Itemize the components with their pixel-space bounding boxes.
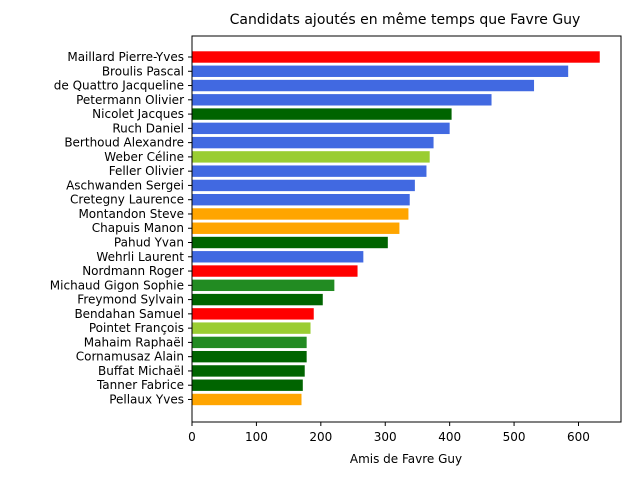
bar [192, 194, 410, 206]
category-label: Pointet François [89, 321, 184, 335]
category-label: Pahud Yvan [114, 236, 184, 250]
bar [192, 108, 452, 120]
bar [192, 322, 311, 334]
bar [192, 222, 400, 234]
category-label: Berthoud Alexandre [64, 136, 184, 150]
category-label: Cornamusaz Alain [76, 350, 184, 364]
x-tick-label: 200 [309, 430, 332, 444]
bar [192, 393, 302, 406]
category-label: Chapuis Manon [92, 221, 184, 235]
category-label: Mahaim Raphaël [84, 335, 184, 349]
category-label: Weber Céline [104, 150, 184, 164]
bar [192, 165, 427, 177]
x-axis-label: Amis de Favre Guy [350, 452, 462, 466]
bar [192, 136, 434, 149]
x-tick-label: 300 [374, 430, 397, 444]
category-label: Pellaux Yves [109, 392, 184, 406]
bar [192, 179, 415, 192]
category-label: Ruch Daniel [112, 121, 184, 135]
bars-layer [192, 51, 600, 406]
bar [192, 308, 314, 320]
bar [192, 336, 307, 349]
x-tick-label: 600 [567, 430, 590, 444]
category-label: Buffat Michaël [98, 364, 184, 378]
category-label: de Quattro Jacqueline [54, 79, 184, 93]
category-label: Nordmann Roger [82, 264, 184, 278]
category-label: Nicolet Jacques [92, 107, 184, 121]
category-label: Wehrli Laurent [96, 250, 184, 264]
bar [192, 265, 358, 277]
bar [192, 151, 430, 163]
x-tick-label: 500 [503, 430, 526, 444]
x-tick-label: 0 [188, 430, 196, 444]
x-tick-label: 400 [438, 430, 461, 444]
category-label: Petermann Olivier [76, 93, 184, 107]
bar [192, 65, 569, 77]
chart-title: Candidats ajoutés en même temps que Favr… [230, 12, 581, 28]
category-label: Broulis Pascal [102, 64, 184, 78]
x-axis-ticks: 0 100 200 300 400 500 600 [188, 422, 590, 444]
x-tick-label: 100 [245, 430, 268, 444]
bar [192, 365, 305, 377]
category-label: Cretegny Laurence [70, 193, 184, 207]
bar [192, 293, 323, 306]
bar [192, 51, 600, 63]
category-label: Tanner Fabrice [96, 378, 184, 392]
plot-frame [191, 35, 622, 423]
bar [192, 279, 335, 292]
category-label: Aschwanden Sergei [66, 178, 184, 192]
bar [192, 79, 535, 92]
category-label: Freymond Sylvain [77, 293, 184, 307]
category-label: Michaud Gigon Sophie [50, 278, 184, 292]
category-label: Maillard Pierre-Yves [67, 50, 184, 64]
category-label: Montandon Steve [78, 207, 184, 221]
category-label: Bendahan Samuel [74, 307, 184, 321]
bar [192, 379, 303, 391]
bar [192, 251, 364, 263]
bar [192, 350, 307, 363]
bar [192, 122, 450, 135]
bar [192, 94, 492, 106]
bar [192, 208, 409, 220]
category-label: Feller Olivier [109, 164, 184, 178]
bar [192, 236, 388, 249]
